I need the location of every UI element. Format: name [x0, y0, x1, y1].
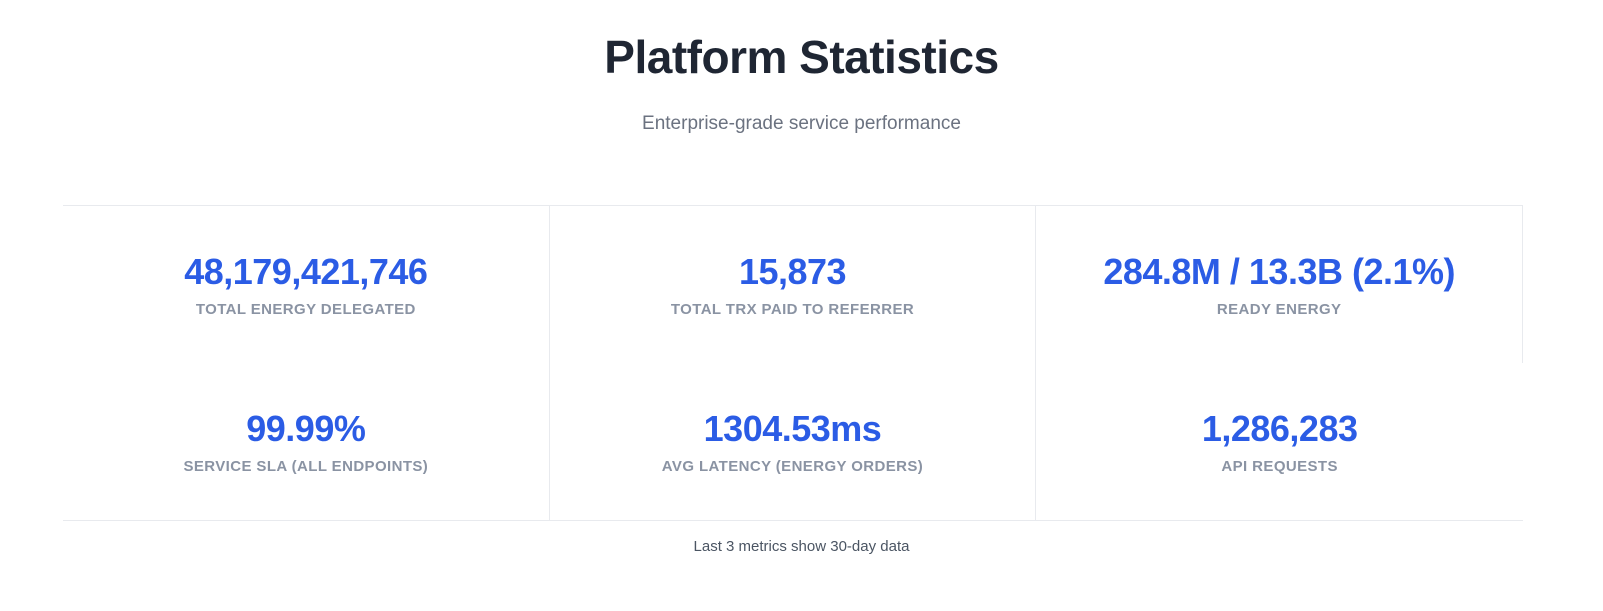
stat-label: API REQUESTS: [1221, 457, 1338, 475]
stats-grid: 48,179,421,746 TOTAL ENERGY DELEGATED 15…: [63, 204, 1523, 521]
stat-card-avg-latency: 1304.53ms AVG LATENCY (ENERGY ORDERS): [550, 362, 1037, 520]
stat-value: 99.99%: [246, 407, 366, 449]
stat-label: TOTAL ENERGY DELEGATED: [195, 300, 416, 318]
stat-card-total-trx-paid: 15,873 TOTAL TRX PAID TO REFERRER: [550, 205, 1037, 363]
stat-label: SERVICE SLA (ALL ENDPOINTS): [183, 457, 429, 475]
stat-value: 1304.53ms: [703, 407, 882, 449]
stat-card-total-energy-delegated: 48,179,421,746 TOTAL ENERGY DELEGATED: [63, 205, 550, 363]
stat-card-ready-energy: 284.8M / 13.3B (2.1%) READY ENERGY: [1036, 205, 1523, 363]
stat-value: 48,179,421,746: [184, 250, 428, 292]
stat-value: 1,286,283: [1201, 407, 1358, 449]
page-subtitle: Enterprise-grade service performance: [642, 113, 961, 135]
stat-value: 15,873: [738, 250, 847, 292]
page-title: Platform Statistics: [604, 31, 999, 83]
stat-label: AVG LATENCY (ENERGY ORDERS): [661, 457, 924, 475]
stat-label: READY ENERGY: [1216, 300, 1342, 318]
stats-section-header: Platform Statistics Enterprise-grade ser…: [0, 0, 1603, 138]
stat-label: TOTAL TRX PAID TO REFERRER: [670, 300, 915, 318]
stat-card-api-requests: 1,286,283 API REQUESTS: [1036, 363, 1523, 520]
stat-card-service-sla: 99.99% SERVICE SLA (ALL ENDPOINTS): [63, 362, 550, 520]
stat-value: 284.8M / 13.3B (2.1%): [1103, 250, 1455, 292]
stats-footnote: Last 3 metrics show 30-day data: [693, 537, 910, 555]
